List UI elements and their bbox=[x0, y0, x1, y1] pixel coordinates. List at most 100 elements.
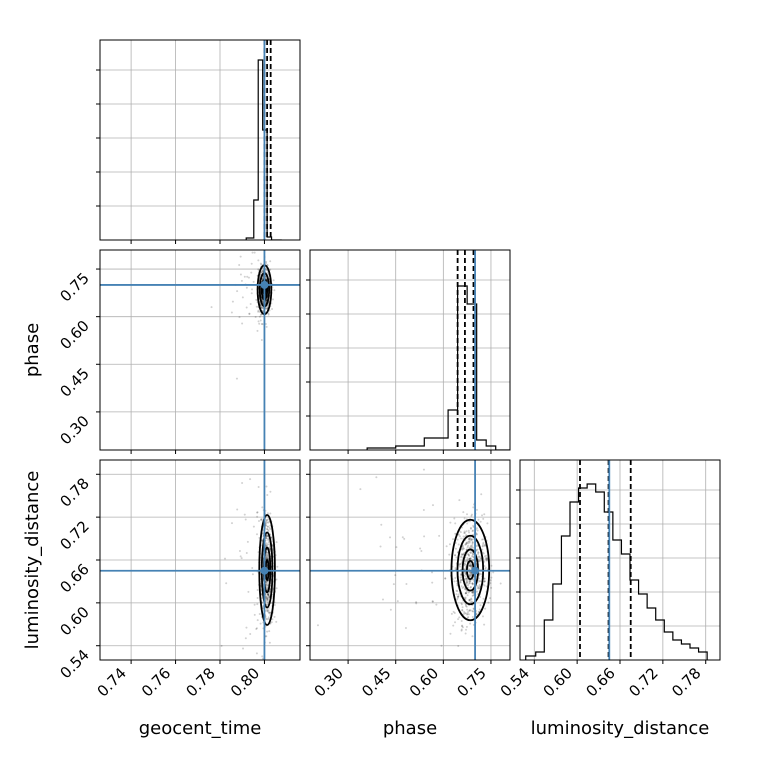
sample-point bbox=[464, 597, 467, 600]
sample-point bbox=[469, 580, 472, 583]
sample-point bbox=[476, 548, 479, 551]
sample-point bbox=[454, 547, 457, 550]
panel-geocent_time-vs-geocent_time bbox=[96, 39, 301, 244]
sample-point bbox=[464, 578, 467, 581]
sample-point bbox=[254, 316, 257, 319]
sample-point bbox=[472, 546, 475, 549]
sample-point bbox=[466, 552, 469, 555]
sample-point bbox=[467, 568, 470, 571]
sample-point bbox=[458, 616, 461, 619]
y-tick-label-phase: 0.75 bbox=[56, 269, 92, 305]
sample-point bbox=[251, 566, 254, 569]
sample-point bbox=[456, 590, 459, 593]
sample-point bbox=[269, 611, 272, 614]
sample-point bbox=[476, 544, 479, 547]
sample-point bbox=[259, 518, 262, 521]
sample-point bbox=[264, 597, 267, 600]
sample-point bbox=[259, 273, 262, 276]
sample-point bbox=[255, 305, 258, 308]
sample-point bbox=[260, 306, 263, 309]
sample-point bbox=[238, 549, 241, 552]
sample-point bbox=[459, 562, 462, 565]
sample-point bbox=[465, 591, 468, 594]
sample-point bbox=[470, 538, 473, 541]
sample-point bbox=[268, 630, 271, 633]
sample-point bbox=[210, 306, 213, 309]
sample-point bbox=[454, 567, 457, 570]
sample-point bbox=[257, 486, 260, 489]
sample-point bbox=[275, 587, 278, 590]
sample-point bbox=[267, 609, 270, 612]
sample-point bbox=[468, 558, 471, 561]
sample-point bbox=[469, 586, 472, 589]
sample-point bbox=[469, 527, 472, 530]
sample-point bbox=[431, 571, 434, 574]
sample-point bbox=[264, 595, 267, 598]
sample-point bbox=[460, 602, 463, 605]
sample-point bbox=[472, 526, 475, 529]
sample-point bbox=[468, 520, 471, 523]
sample-point bbox=[266, 512, 269, 515]
histogram-luminosity_distance bbox=[525, 483, 708, 660]
sample-point bbox=[472, 506, 475, 509]
sample-point bbox=[268, 543, 271, 546]
sample-point bbox=[471, 544, 474, 547]
sample-point bbox=[269, 260, 272, 263]
sample-point bbox=[482, 597, 485, 600]
sample-point bbox=[468, 564, 471, 567]
sample-point bbox=[469, 609, 472, 612]
sample-point bbox=[239, 255, 242, 258]
sample-point bbox=[262, 689, 264, 691]
sample-point bbox=[266, 618, 269, 621]
sample-point bbox=[266, 608, 269, 611]
sample-point bbox=[249, 302, 252, 305]
sample-point bbox=[240, 279, 243, 282]
sample-point bbox=[265, 536, 268, 539]
sample-point bbox=[264, 322, 267, 325]
sample-point bbox=[469, 526, 472, 529]
sample-point bbox=[260, 323, 263, 326]
panel-luminosity_distance-vs-geocent_time: 0.74 0.76 0.78 0.800.540.600.660.720.78 bbox=[56, 459, 301, 700]
sample-point bbox=[478, 560, 481, 563]
sample-point bbox=[484, 607, 487, 610]
sample-point bbox=[471, 529, 474, 532]
sample-point bbox=[266, 587, 269, 590]
sample-point bbox=[266, 610, 269, 613]
sample-point bbox=[250, 262, 253, 265]
sample-point bbox=[483, 580, 486, 583]
sample-point bbox=[266, 493, 269, 496]
sample-point bbox=[469, 551, 472, 554]
sample-point bbox=[468, 540, 471, 543]
sample-point bbox=[264, 673, 266, 675]
sample-point bbox=[259, 319, 262, 322]
sample-point bbox=[269, 512, 272, 515]
sample-point bbox=[267, 594, 270, 597]
sample-point bbox=[431, 600, 434, 603]
sample-point bbox=[253, 613, 256, 616]
sample-point bbox=[471, 610, 474, 613]
sample-point bbox=[472, 553, 475, 556]
sample-point bbox=[460, 575, 463, 578]
sample-point bbox=[464, 562, 467, 565]
sample-point bbox=[470, 514, 473, 517]
x-tick-label-geocent_time: 0.74 bbox=[94, 664, 130, 700]
sample-point bbox=[448, 543, 451, 546]
sample-point bbox=[485, 559, 488, 562]
sample-point bbox=[478, 586, 481, 589]
sample-point bbox=[273, 615, 276, 618]
sample-point bbox=[499, 582, 502, 585]
sample-point bbox=[482, 541, 485, 544]
sample-point bbox=[477, 585, 480, 588]
sample-point bbox=[471, 590, 474, 593]
y-tick-label-phase: 0.45 bbox=[56, 364, 92, 400]
sample-point bbox=[265, 520, 268, 523]
sample-point bbox=[468, 580, 471, 583]
sample-point bbox=[477, 553, 480, 556]
sample-point bbox=[477, 558, 480, 561]
y-tick-label-luminosity_distance: 0.54 bbox=[56, 646, 92, 682]
sample-point bbox=[260, 263, 263, 266]
sample-point bbox=[487, 601, 490, 604]
sample-point bbox=[220, 644, 223, 647]
sample-point bbox=[457, 644, 460, 647]
sample-point bbox=[469, 585, 472, 588]
